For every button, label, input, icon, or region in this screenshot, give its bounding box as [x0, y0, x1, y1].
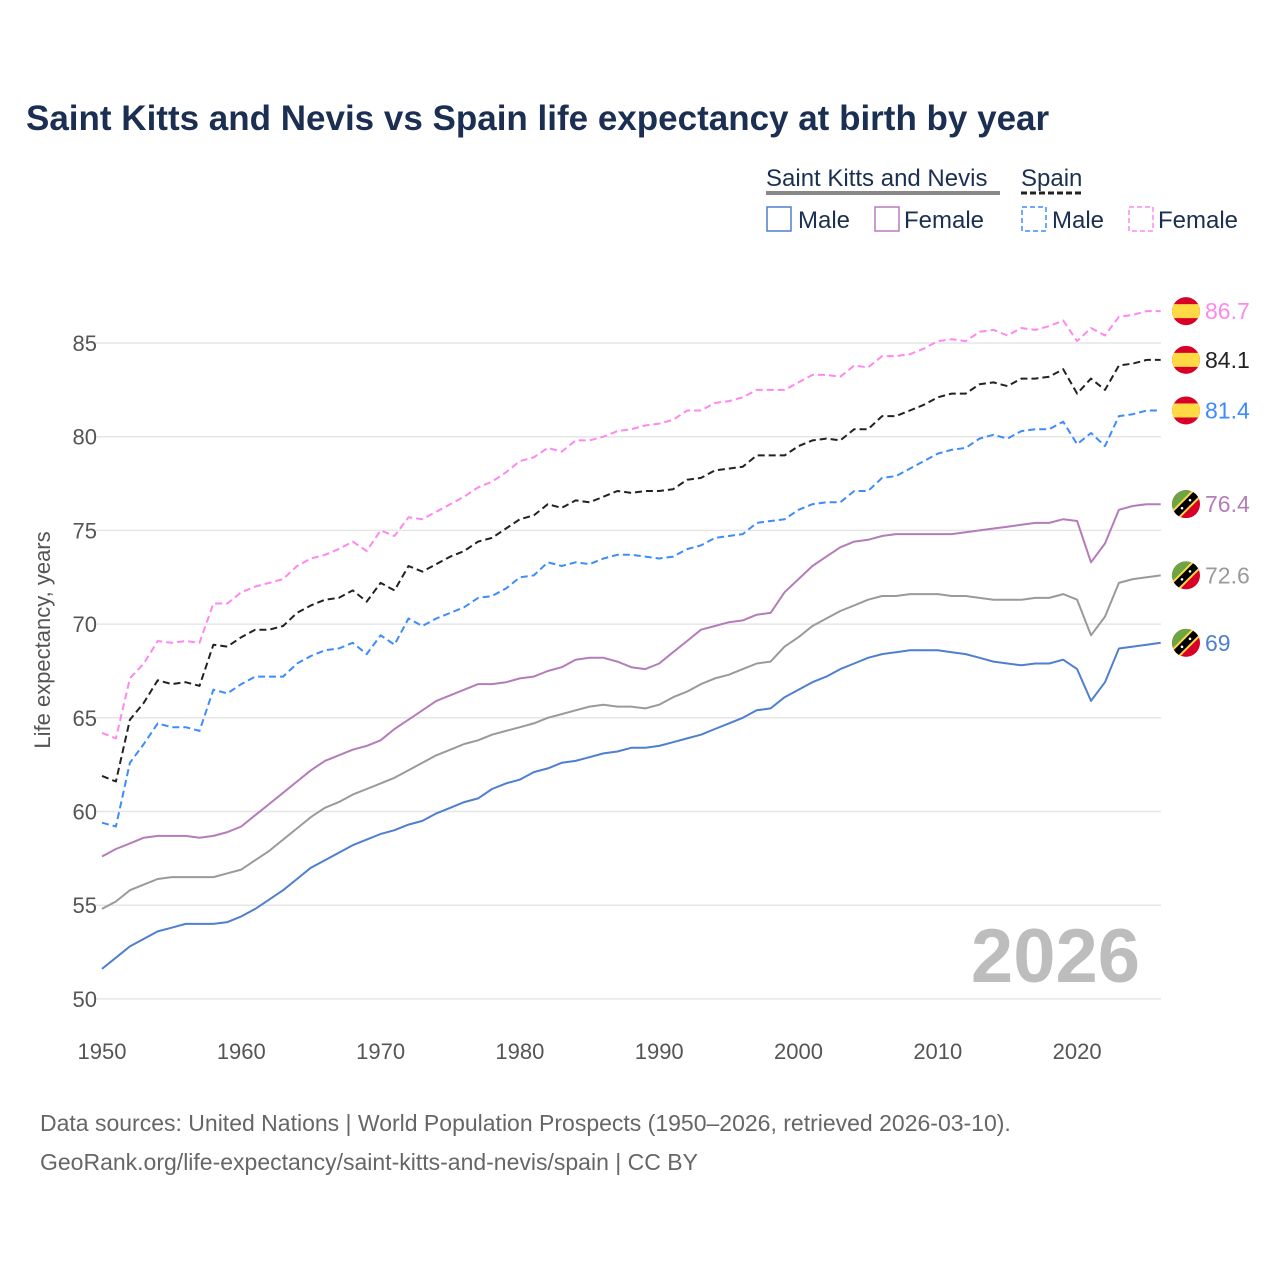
y-tick-label: 70: [73, 612, 97, 637]
footer-url: GeoRank.org/life-expectancy/saint-kitts-…: [40, 1149, 698, 1175]
x-tick-label: 1950: [78, 1039, 127, 1064]
y-tick-label: 50: [73, 987, 97, 1012]
year-watermark: 2026: [971, 914, 1140, 999]
end-value-label: 86.7: [1205, 298, 1250, 324]
end-value-label: 76.4: [1205, 491, 1250, 517]
x-tick-label: 2000: [774, 1039, 823, 1064]
x-tick-label: 1960: [217, 1039, 266, 1064]
spain-flag-icon: [1172, 297, 1200, 326]
x-tick-label: 1970: [356, 1039, 405, 1064]
end-value-label: 72.6: [1205, 562, 1250, 588]
spain-flag-icon: [1172, 396, 1200, 425]
gridlines: [95, 342, 1161, 1000]
series-line-saint-kitts-and-nevis-female: [101, 503, 1161, 858]
end-value-label: 81.4: [1205, 397, 1250, 423]
y-tick-label: 55: [73, 893, 97, 918]
legend-country-spain: Spain: [1021, 165, 1082, 192]
x-tick-label: 2010: [913, 1039, 962, 1064]
legend-country-skn: Saint Kitts and Nevis: [766, 165, 987, 192]
saint-kitts-flag-icon: [1172, 628, 1200, 657]
x-tick-label: 1980: [495, 1039, 544, 1064]
end-value-label: 69: [1205, 630, 1231, 656]
x-tick-label: 2020: [1053, 1039, 1102, 1064]
y-tick-label: 60: [73, 800, 97, 825]
legend-swatch-spain-male: [1021, 206, 1047, 232]
y-axis-ticks: 50 55 60 65 70 75 80 85: [73, 331, 97, 1012]
legend-label-spain-male: Male: [1052, 207, 1104, 234]
series-line-spain: [101, 358, 1161, 783]
series-line-spain-female: [101, 310, 1161, 740]
x-axis-ticks: 1950 1960 1970 1980 1990 2000 2010 2020: [78, 1039, 1102, 1064]
legend-label-skn-male: Male: [798, 207, 850, 234]
saint-kitts-flag-icon: [1172, 561, 1200, 590]
legend: Saint Kitts and Nevis Spain Male Female …: [766, 165, 1238, 234]
y-tick-label: 80: [73, 425, 97, 450]
series-line-saint-kitts-and-nevis-male: [101, 641, 1161, 970]
legend-label-spain-female: Female: [1158, 207, 1238, 234]
series-line-saint-kitts-and-nevis: [101, 574, 1161, 910]
y-tick-label: 75: [73, 518, 97, 543]
saint-kitts-flag-icon: [1172, 490, 1200, 519]
series-line-spain-male: [101, 409, 1161, 828]
end-labels: 86.7 84.1 81.4 76.4 72.6 69: [1172, 297, 1250, 657]
legend-swatch-skn-female: [874, 206, 900, 232]
series-lines: [101, 310, 1161, 970]
legend-swatch-spain-female: [1128, 206, 1154, 232]
x-tick-label: 1990: [635, 1039, 684, 1064]
spain-flag-icon: [1172, 345, 1200, 374]
legend-swatch-skn-male: [766, 206, 792, 232]
y-tick-label: 65: [73, 706, 97, 731]
legend-label-skn-female: Female: [904, 207, 984, 234]
end-value-label: 84.1: [1205, 347, 1250, 373]
footer-sources: Data sources: United Nations | World Pop…: [40, 1110, 1011, 1136]
y-tick-label: 85: [73, 331, 97, 356]
chart-title: Saint Kitts and Nevis vs Spain life expe…: [26, 99, 1050, 138]
y-axis-label: Life expectancy, years: [30, 531, 55, 748]
